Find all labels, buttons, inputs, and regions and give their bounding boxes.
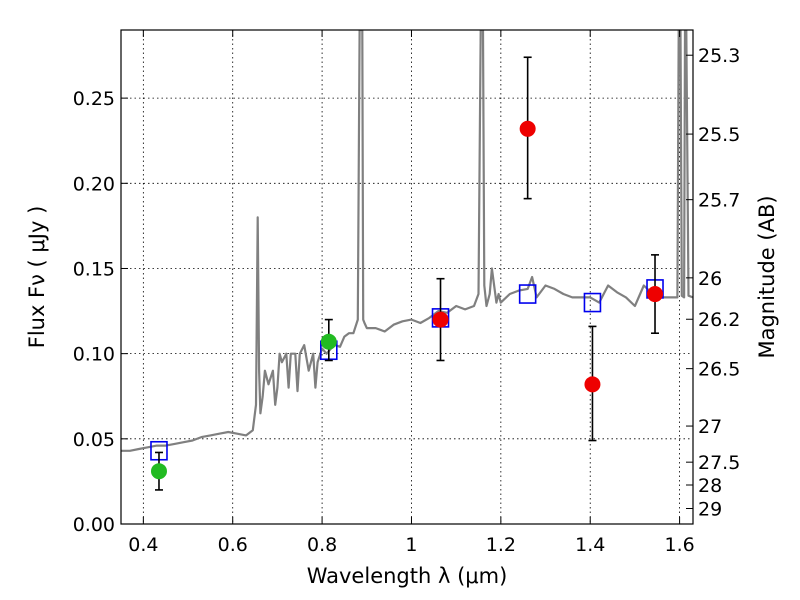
x-tick-label: 0.8 [307, 534, 337, 556]
model-square-point [518, 284, 537, 304]
x-axis-label: Wavelength λ (μm) [307, 564, 508, 588]
x-tick-label: 1.4 [575, 534, 605, 556]
grid [121, 30, 693, 525]
x-tick-label: 0.4 [128, 534, 158, 556]
y-axis-left: 0.00 0.05 0.10 0.15 0.20 0.25 [73, 88, 128, 536]
right-tick-label: 25.3 [698, 45, 740, 67]
x-axis: 0.4 0.6 0.8 1 1.2 1.4 1.6 [128, 30, 695, 556]
right-tick-label: 27 [698, 416, 722, 438]
y-tick-label: 0.20 [73, 173, 115, 195]
x-tick-label: 0.6 [218, 534, 248, 556]
y-axis-right-label: Magnitude (AB) [755, 195, 779, 358]
right-tick-label: 27.5 [698, 452, 740, 474]
measured-point [519, 120, 536, 137]
right-tick-label: 26.2 [698, 309, 740, 331]
y-tick-label: 0.00 [73, 514, 115, 536]
y-tick-label: 0.10 [73, 344, 115, 366]
right-tick-label: 25.7 [698, 190, 740, 212]
x-tick-label: 1.6 [664, 534, 694, 556]
right-tick-label: 26 [698, 268, 722, 290]
right-tick-label: 25.5 [698, 124, 740, 146]
y-tick-label: 0.15 [73, 258, 115, 280]
model-square-point [583, 292, 602, 313]
right-tick-label: 29 [698, 498, 722, 520]
y-tick-label: 0.05 [73, 429, 115, 451]
measured-point [150, 463, 167, 480]
measured-point [432, 311, 449, 328]
measured-point [320, 333, 337, 350]
x-tick-label: 1 [405, 534, 417, 556]
spectrum-line [121, 30, 693, 452]
right-tick-label: 26.5 [698, 359, 740, 381]
measured-point [584, 376, 601, 393]
y-axis-label: Flux Fν ( μJy ) [25, 206, 49, 349]
spectrum-layer [121, 30, 693, 452]
measured-point [647, 286, 664, 303]
right-tick-label: 28 [698, 475, 722, 497]
markers-layer [150, 56, 664, 491]
x-tick-label: 1.2 [486, 534, 516, 556]
y-tick-label: 0.25 [73, 88, 115, 110]
plot-frame [120, 29, 694, 525]
